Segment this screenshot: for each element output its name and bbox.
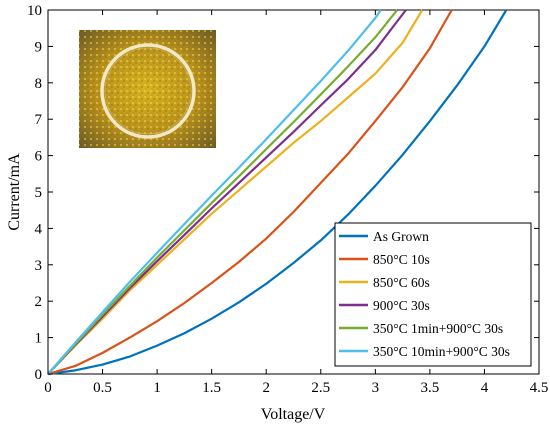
inset-microscope-image [79,30,216,148]
series-layer [47,9,508,376]
legend-label-5: 350°C 1min+900°C 30s [373,321,503,336]
y-tick-label: 5 [35,185,43,201]
y-tick-label: 2 [35,294,43,310]
y-tick-label: 10 [27,3,42,19]
y-tick-label: 8 [35,76,43,92]
x-tick-label: 1.5 [202,380,221,396]
x-tick-label: 2.5 [311,380,330,396]
series-line-3 [47,9,424,375]
legend-label-3: 850°C 60s [373,275,430,290]
y-tick-label: 7 [35,112,43,128]
x-tick-label: 4 [481,380,489,396]
y-axis-ticks: 0 1 2 3 4 5 6 7 8 9 10 [27,3,539,383]
x-axis-label: Voltage/V [261,406,326,423]
legend-label-2: 850°C 10s [373,252,430,267]
x-tick-label: 3.5 [421,380,440,396]
legend-label-4: 900°C 30s [373,298,430,313]
series-line-6 [47,9,382,375]
series-line-1 [47,9,508,376]
series-line-4 [47,9,407,375]
y-axis-label: Current/mA [6,153,23,231]
y-tick-label: 4 [35,221,43,237]
x-axis-ticks: 0 0.5 1 1.5 2 2.5 3 3.5 4 4.5 [44,10,548,396]
y-tick-label: 1 [35,331,43,347]
legend-box [334,222,532,367]
legend-label-1: As Grown [373,229,429,244]
legend: As Grown 850°C 10s 850°C 60s 900°C 30s 350°C… [334,222,532,367]
y-tick-label: 3 [35,258,43,274]
x-tick-label: 4.5 [530,380,549,396]
x-tick-label: 0.5 [93,380,112,396]
y-tick-label: 9 [35,39,43,55]
series-line-5 [47,9,399,375]
x-tick-label: 3 [372,380,380,396]
legend-label-6: 350°C 10min+900°C 30s [373,344,510,359]
x-tick-label: 2 [262,380,270,396]
y-tick-label: 0 [35,367,43,383]
x-tick-label: 1 [153,380,161,396]
y-tick-label: 6 [35,149,43,165]
x-tick-label: 0 [44,380,52,396]
series-line-2 [47,9,453,376]
